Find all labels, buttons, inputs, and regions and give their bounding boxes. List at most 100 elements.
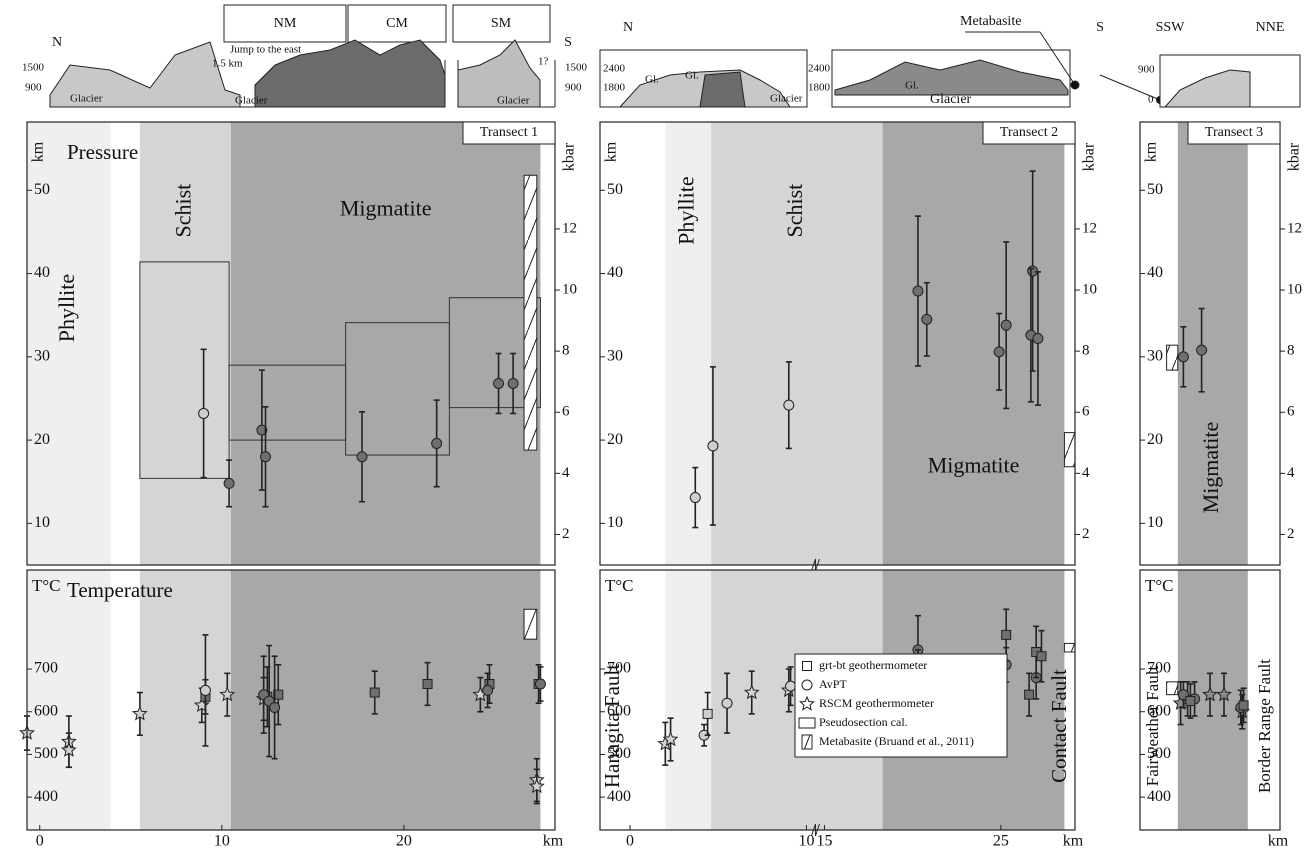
- y2-axis-label: kbar: [1286, 142, 1303, 171]
- y2-tick-label: 4: [1082, 465, 1090, 481]
- legend-label: grt-bt geothermometer: [819, 658, 927, 672]
- circle-marker: [1178, 352, 1188, 362]
- panel-title: Pressure: [67, 140, 138, 164]
- y2-tick-label: 4: [1287, 465, 1295, 481]
- direction: N: [52, 35, 62, 50]
- x-axis-label: km: [1063, 833, 1084, 850]
- zone: [231, 570, 541, 830]
- zone-label: Schist: [782, 184, 807, 238]
- y-tick-label: 50: [1147, 181, 1163, 198]
- y2-tick-label: 8: [1287, 343, 1295, 359]
- zone: [231, 122, 541, 565]
- transect-label: Transect 1: [480, 125, 538, 140]
- y2-tick-label: 10: [562, 281, 577, 297]
- cross-sections: [50, 5, 1300, 107]
- square-marker: [1002, 630, 1011, 639]
- y2-tick-label: 8: [562, 343, 570, 359]
- glacier-label: Glacier: [235, 95, 268, 107]
- legend-label: RSCM geothermometer: [819, 696, 934, 710]
- y2-tick-label: 10: [1287, 281, 1302, 297]
- y2-axis-label: kbar: [561, 142, 578, 171]
- circle-marker: [535, 679, 545, 689]
- square-marker: [423, 679, 432, 688]
- legend-label: Pseudosection cal.: [819, 715, 908, 729]
- y-axis-label: km: [1143, 141, 1160, 162]
- glacier-label: Glacier: [770, 93, 803, 105]
- circle-marker: [1033, 334, 1043, 344]
- circle-marker: [784, 400, 794, 410]
- metabasite-point: [1071, 81, 1079, 89]
- elevation: 900: [1138, 64, 1155, 76]
- note: Jump to the east: [230, 44, 301, 56]
- glacier-label: Gl.: [645, 74, 659, 86]
- metabasite-box: [524, 175, 537, 450]
- figure: NM CM SM N S Jump to the east 1.5 km 150…: [0, 0, 1305, 850]
- y-tick-label: 600: [34, 702, 58, 719]
- glacier-label: Gl.: [905, 80, 919, 92]
- y-tick-label: 40: [607, 264, 623, 281]
- y-axis-label: km: [30, 141, 47, 162]
- panel-title: Temperature: [67, 578, 173, 602]
- square-marker: [1186, 697, 1195, 706]
- y-tick-label: 40: [34, 264, 50, 281]
- direction: SSW: [1156, 20, 1186, 35]
- zone-label: SM: [491, 16, 512, 31]
- y2-tick-label: 6: [562, 404, 570, 420]
- y-tick-label: 10: [1147, 514, 1163, 531]
- zone-label: Schist: [170, 184, 195, 238]
- circle-marker: [200, 685, 210, 695]
- y2-tick-label: 12: [1287, 220, 1302, 236]
- direction: NNE: [1256, 20, 1285, 35]
- x-tick-label: 0: [626, 833, 634, 850]
- y-tick-label: 50: [34, 181, 50, 198]
- circle-marker: [1197, 345, 1207, 355]
- circle-marker: [722, 698, 732, 708]
- metabasite-box: [524, 609, 537, 639]
- y-tick-label: 700: [34, 660, 58, 677]
- y-axis-label: T°C: [32, 576, 61, 595]
- circle-marker: [483, 685, 493, 695]
- x-tick-label: 10: [214, 833, 230, 850]
- glacier-label: Glacier: [930, 92, 972, 107]
- circle-marker: [270, 702, 280, 712]
- note: 1.5 km: [212, 58, 243, 70]
- elevation: 900: [25, 82, 42, 94]
- y-tick-label: 30: [607, 347, 623, 364]
- zone: [140, 570, 231, 830]
- fault-label: Fairweather Fault: [1143, 666, 1162, 787]
- direction: N: [623, 20, 633, 35]
- y-axis-label: T°C: [1145, 576, 1174, 595]
- y-tick-label: 10: [34, 514, 50, 531]
- zone-label: Migmatite: [1198, 422, 1223, 514]
- hatch-marker: [802, 735, 812, 749]
- y-tick-label: 400: [1147, 788, 1171, 805]
- metabasite-box: [1064, 433, 1075, 467]
- terrain: [700, 72, 745, 107]
- circle-marker: [508, 378, 518, 388]
- zone-label: NM: [274, 16, 297, 31]
- y-tick-label: 10: [607, 514, 623, 531]
- y2-tick-label: 8: [1082, 343, 1090, 359]
- elevation: 1800: [603, 82, 626, 94]
- metabasite-label: Metabasite: [960, 14, 1021, 29]
- y-tick-label: 50: [607, 181, 623, 198]
- transect-label: Transect 3: [1205, 125, 1263, 140]
- y2-tick-label: 10: [1082, 281, 1097, 297]
- fault-label: Border Range Fault: [1255, 659, 1274, 793]
- square-marker: [1025, 690, 1034, 699]
- y-tick-label: 500: [34, 745, 58, 762]
- circle-marker: [786, 681, 796, 691]
- y2-tick-label: 12: [1082, 220, 1097, 236]
- y-tick-label: 20: [1147, 431, 1163, 448]
- y-axis-label: km: [603, 141, 620, 162]
- direction: S: [564, 35, 572, 50]
- x-axis-label: km: [1268, 833, 1289, 850]
- glacier-label: Glacier: [70, 93, 103, 105]
- glacier-label: Glacier: [497, 95, 530, 107]
- panel: PhylliteSchistMigmatite10203040502468101…: [27, 122, 578, 565]
- note: 1?: [538, 56, 549, 68]
